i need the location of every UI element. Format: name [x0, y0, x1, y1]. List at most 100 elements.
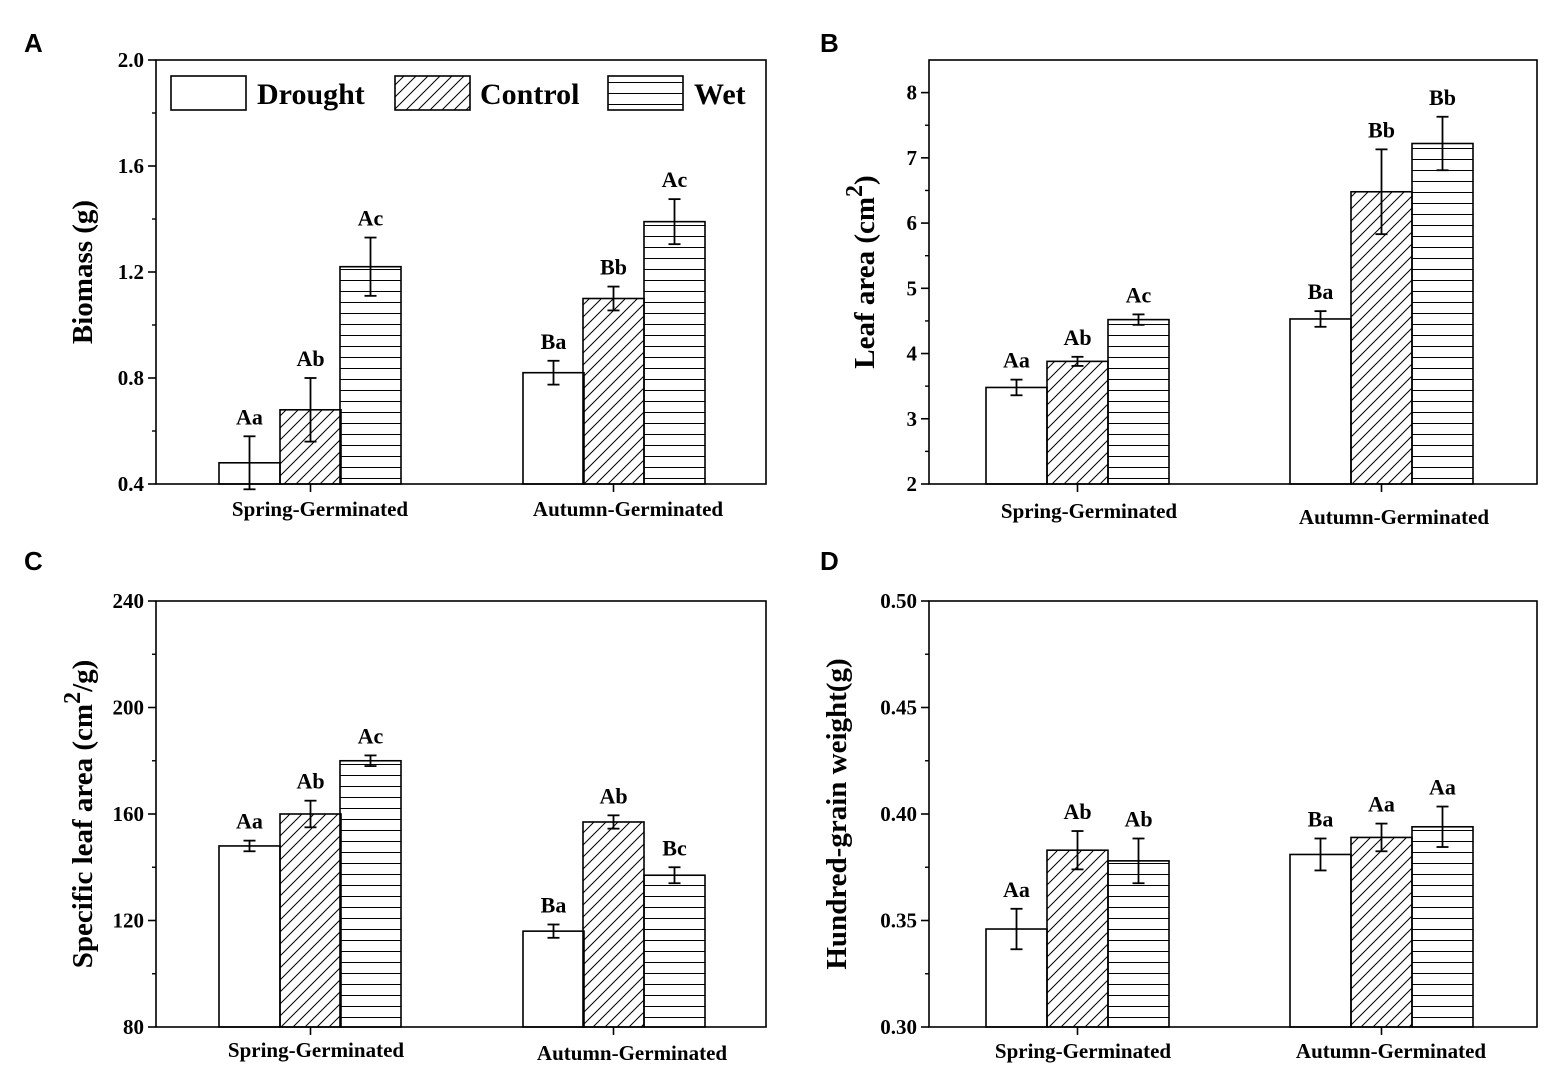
y-tick-label: 200: [113, 696, 145, 720]
panel-letter: D: [820, 546, 839, 576]
panel-b: B Aa Ab Ac Spring-Germinated Ba Bb Bb Autumn-Ger…: [820, 28, 1538, 529]
bar-wet: [643, 874, 706, 1028]
bar-control: [1350, 836, 1413, 1028]
y-tick-label: 1.2: [118, 260, 144, 284]
y-tick-label: 7: [907, 146, 918, 170]
bar-label: Ab: [296, 346, 324, 371]
bar-wet: [1411, 142, 1474, 485]
category-label: Autumn-Germinated: [1299, 505, 1489, 529]
category-label: Spring-Germinated: [995, 1039, 1171, 1063]
bar-label: Ba: [541, 329, 567, 354]
bar-label: Aa: [1003, 348, 1030, 373]
category-label: Autumn-Germinated: [1296, 1039, 1486, 1063]
bar-control: [1350, 190, 1413, 485]
bar-drought: [218, 845, 281, 1028]
y-tick-label: 8: [907, 81, 918, 105]
y-tick-label: 240: [113, 589, 145, 613]
bar-label: Bb: [1368, 117, 1395, 142]
legend-label-wet: Wet: [694, 78, 746, 111]
y-tick-label: 120: [113, 909, 145, 933]
y-axis-title-end: ): [849, 175, 881, 185]
y-tick-label: 0.45: [880, 696, 917, 720]
y-tick-label: 0.30: [880, 1015, 917, 1039]
legend: Drought Control Wet: [170, 75, 746, 111]
y-tick-label: 3: [907, 407, 918, 431]
bar-drought: [522, 930, 585, 1028]
category-label: Autumn-Germinated: [537, 1041, 727, 1065]
legend-swatch-control: [394, 75, 471, 111]
plot-frame: [928, 59, 1538, 485]
bar-label: Ac: [358, 723, 384, 748]
bar-drought: [1289, 318, 1352, 485]
y-tick-label: 6: [907, 211, 918, 235]
bar-label: Ba: [1308, 806, 1334, 831]
bar-wet: [1107, 318, 1170, 485]
y-tick-label: 0.8: [118, 366, 144, 390]
bar-label: Ba: [1308, 279, 1334, 304]
bar-label: Ab: [1063, 325, 1091, 350]
bar-label: Aa: [1003, 877, 1030, 902]
legend-swatch-drought: [170, 75, 247, 111]
bar-label: Ac: [662, 167, 688, 192]
legend-label-drought: Drought: [257, 78, 365, 111]
bar-label: Aa: [236, 404, 263, 429]
panel-c: C Aa Ab Ac Spring-Germinated Ba Ab Bc Autumn-Ger…: [24, 546, 767, 1065]
bar-label: Bb: [1429, 85, 1456, 110]
y-tick-label: 5: [907, 276, 918, 300]
bar-control: [1046, 360, 1109, 485]
bar-wet: [339, 265, 402, 485]
panel-d: D Aa Ab Ab Spring-Germinated Ba Aa Aa Autumn-Ger…: [820, 546, 1538, 1063]
y-axis-title: Leaf area (cm2): [842, 175, 881, 368]
panel-letter: A: [24, 28, 43, 58]
bar-drought: [522, 371, 585, 485]
y-tick-label: 4: [907, 342, 918, 366]
category-label: Spring-Germinated: [228, 1038, 404, 1062]
bar-wet: [339, 759, 402, 1028]
bar-label: Ab: [1124, 806, 1152, 831]
panel-letter: C: [24, 546, 43, 576]
y-tick-label: 0.35: [880, 909, 917, 933]
panel-letter: B: [820, 28, 839, 58]
bar-label: Aa: [236, 809, 263, 834]
y-axis-title-superscript: 2: [842, 185, 868, 197]
bar-label: Aa: [1429, 775, 1456, 800]
bar-label: Ab: [296, 769, 324, 794]
category-label: Spring-Germinated: [1001, 499, 1177, 523]
y-tick-label: 0.4: [118, 472, 145, 496]
y-tick-label: 0.40: [880, 802, 917, 826]
bar-label: Ab: [599, 783, 627, 808]
category-label: Autumn-Germinated: [533, 497, 723, 521]
bar-label: Ab: [1063, 799, 1091, 824]
bar-label: Bc: [662, 835, 687, 860]
bar-control: [279, 813, 342, 1028]
bar-drought: [1289, 853, 1352, 1028]
y-tick-label: 2: [907, 472, 918, 496]
bar-wet: [643, 220, 706, 485]
legend-label-control: Control: [480, 78, 579, 111]
y-axis-title: Biomass (g): [67, 200, 99, 344]
bar-label: Aa: [1368, 792, 1395, 817]
bar-wet: [1411, 825, 1474, 1028]
bar-label: Ac: [1126, 282, 1152, 307]
y-tick-label: 160: [113, 802, 145, 826]
bar-control: [1046, 849, 1109, 1028]
bar-label: Bb: [600, 255, 627, 280]
bar-wet: [1107, 860, 1170, 1028]
bar-label: Ba: [541, 892, 567, 917]
category-label: Spring-Germinated: [232, 497, 408, 521]
legend-swatch-wet: [607, 75, 684, 111]
y-axis-title: Hundred-grain weight(g): [821, 658, 853, 969]
y-tick-label: 2.0: [118, 48, 144, 72]
bar-control: [582, 821, 645, 1028]
y-axis-title-end: /g): [67, 660, 99, 693]
y-tick-label: 0.50: [880, 589, 917, 613]
bar-control: [582, 297, 645, 485]
bar-drought: [985, 386, 1048, 485]
y-axis-title: Specific leaf area (cm2/g): [60, 660, 99, 969]
y-tick-label: 80: [123, 1015, 144, 1039]
bar-label: Ac: [358, 206, 384, 231]
y-tick-label: 1.6: [118, 154, 144, 178]
y-axis-title-superscript: 2: [60, 692, 86, 704]
panel-a: A Aa Ab Ac Spring-Germinated Ba Bb Ac Autumn-Ger…: [24, 28, 767, 521]
